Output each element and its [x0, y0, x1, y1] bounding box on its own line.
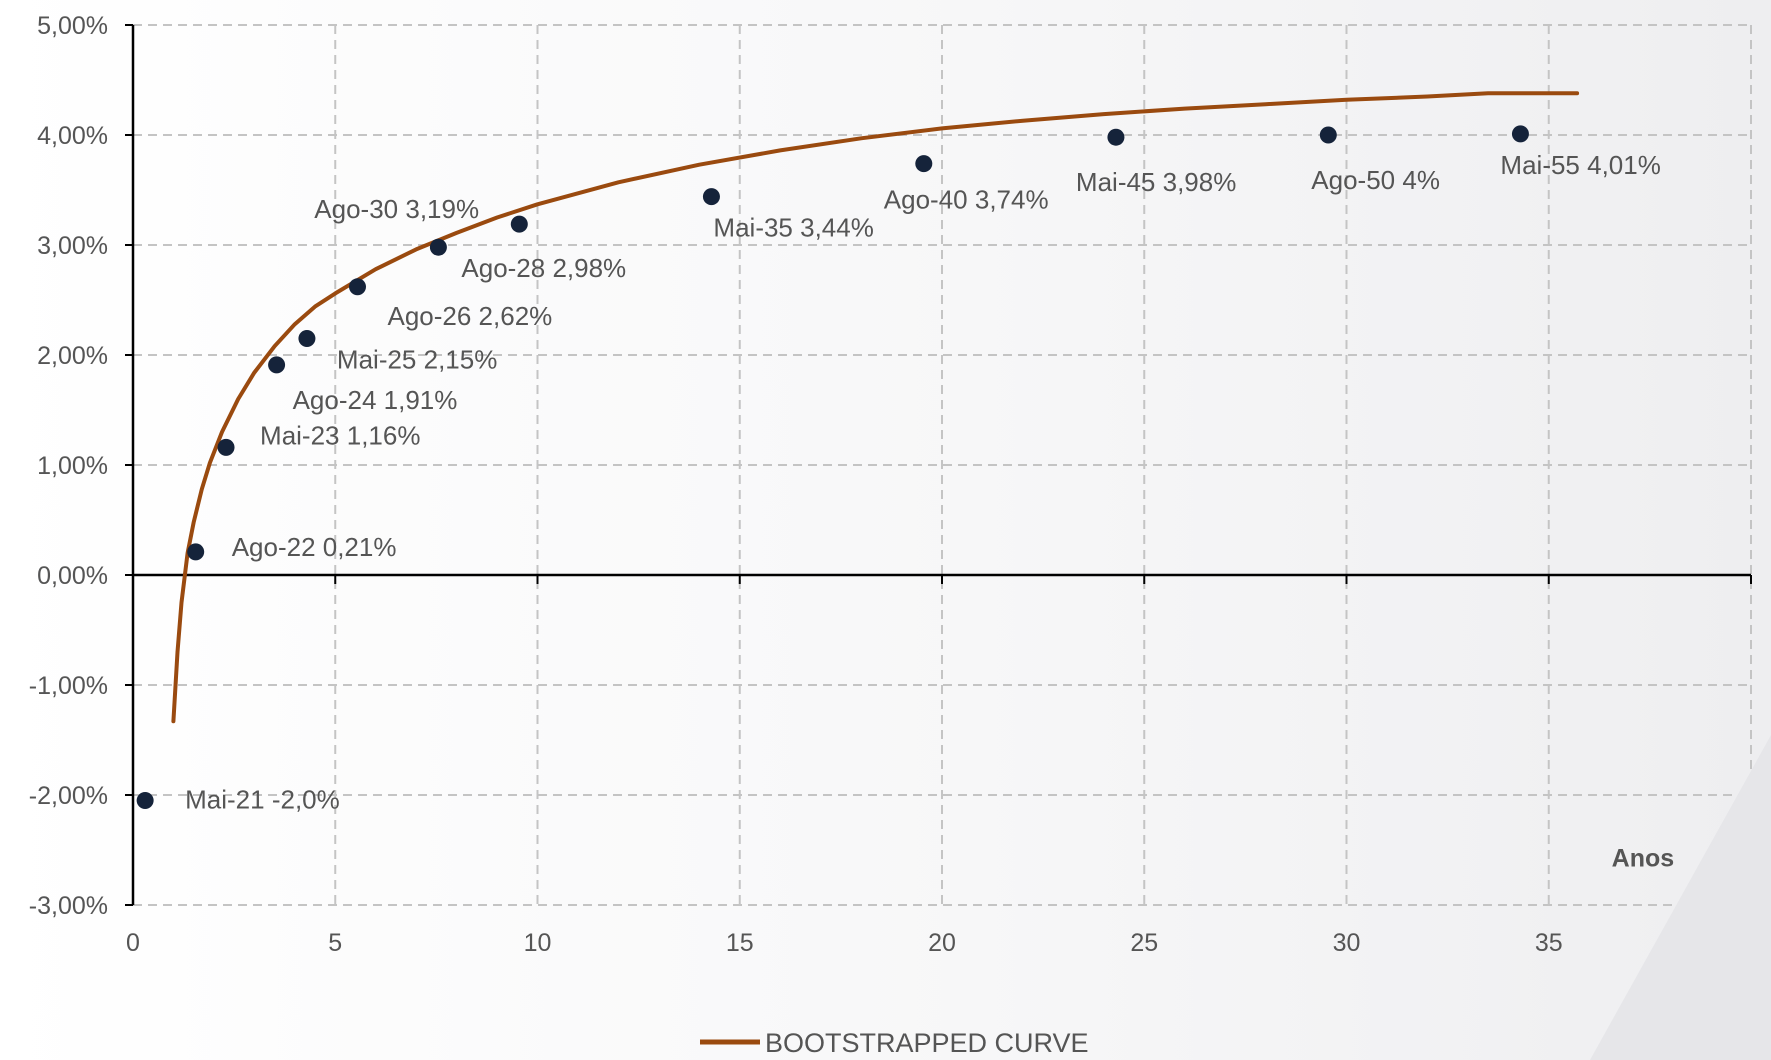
y-tick-label: 1,00% [37, 452, 108, 480]
data-point [429, 238, 447, 256]
data-point [1319, 126, 1337, 144]
data-point-label: Mai-23 1,16% [260, 420, 420, 450]
data-point-label: Mai-25 2,15% [337, 345, 497, 375]
y-tick-label: -2,00% [29, 782, 108, 810]
x-tick-label: 35 [1535, 929, 1563, 957]
data-point [268, 356, 286, 374]
data-point-label: Mai-35 3,44% [713, 213, 873, 243]
y-tick-label: -1,00% [29, 672, 108, 700]
data-point-label: Ago-40 3,74% [884, 185, 1049, 215]
data-point-label: Ago-26 2,62% [387, 301, 552, 331]
x-tick-label: 0 [126, 929, 140, 957]
data-point-label: Mai-21 -2,0% [185, 785, 340, 815]
y-tick-label: 3,00% [37, 232, 108, 260]
data-point [510, 215, 528, 233]
y-tick-label: 4,00% [37, 122, 108, 150]
data-point-label: Ago-22 0,21% [232, 532, 397, 562]
x-tick-label: 20 [928, 929, 956, 957]
data-point [1107, 128, 1125, 146]
decorative-corner-shape [1590, 735, 1771, 1060]
data-point-label: Ago-28 2,98% [461, 253, 626, 283]
y-tick-label: 2,00% [37, 342, 108, 370]
data-point-label: Mai-45 3,98% [1076, 167, 1236, 197]
data-point [915, 155, 933, 173]
x-tick-label: 10 [524, 929, 552, 957]
data-point [702, 188, 720, 206]
y-tick-label: 0,00% [37, 562, 108, 590]
x-tick-label: 25 [1130, 929, 1158, 957]
data-point [187, 543, 205, 561]
x-axis-title: Anos [1612, 845, 1675, 873]
data-point [348, 278, 366, 296]
x-tick-label: 15 [726, 929, 754, 957]
legend-label-bootstrapped-curve: BOOTSTRAPPED CURVE [765, 1028, 1089, 1058]
gridlines [133, 24, 1752, 906]
tick-labels: -3,00% -2,00% -1,00% 0,00% 1,00% 2,00% 3,00% 4,… [29, 12, 1765, 957]
data-point [298, 330, 316, 347]
legend: BOOTSTRAPPED CURVE [700, 1028, 1089, 1058]
data-point-label: Ago-30 3,19% [314, 194, 479, 224]
x-tick-label: 30 [1333, 929, 1361, 957]
data-point-label: Mai-55 4,01% [1500, 150, 1660, 180]
y-tick-label: -3,00% [29, 892, 108, 920]
data-point-label: Ago-24 1,91% [293, 385, 458, 415]
x-tick-label: 5 [328, 929, 342, 957]
data-point [217, 438, 235, 456]
y-tick-label: 5,00% [37, 12, 108, 40]
data-point-labels: Mai-21 -2,0% Ago-22 0,21% Mai-23 1,16% Ago-… [185, 150, 1661, 815]
data-point-label: Ago-50 4% [1311, 165, 1440, 195]
data-points [136, 125, 1529, 809]
data-point [136, 792, 154, 809]
data-point [1511, 125, 1529, 143]
